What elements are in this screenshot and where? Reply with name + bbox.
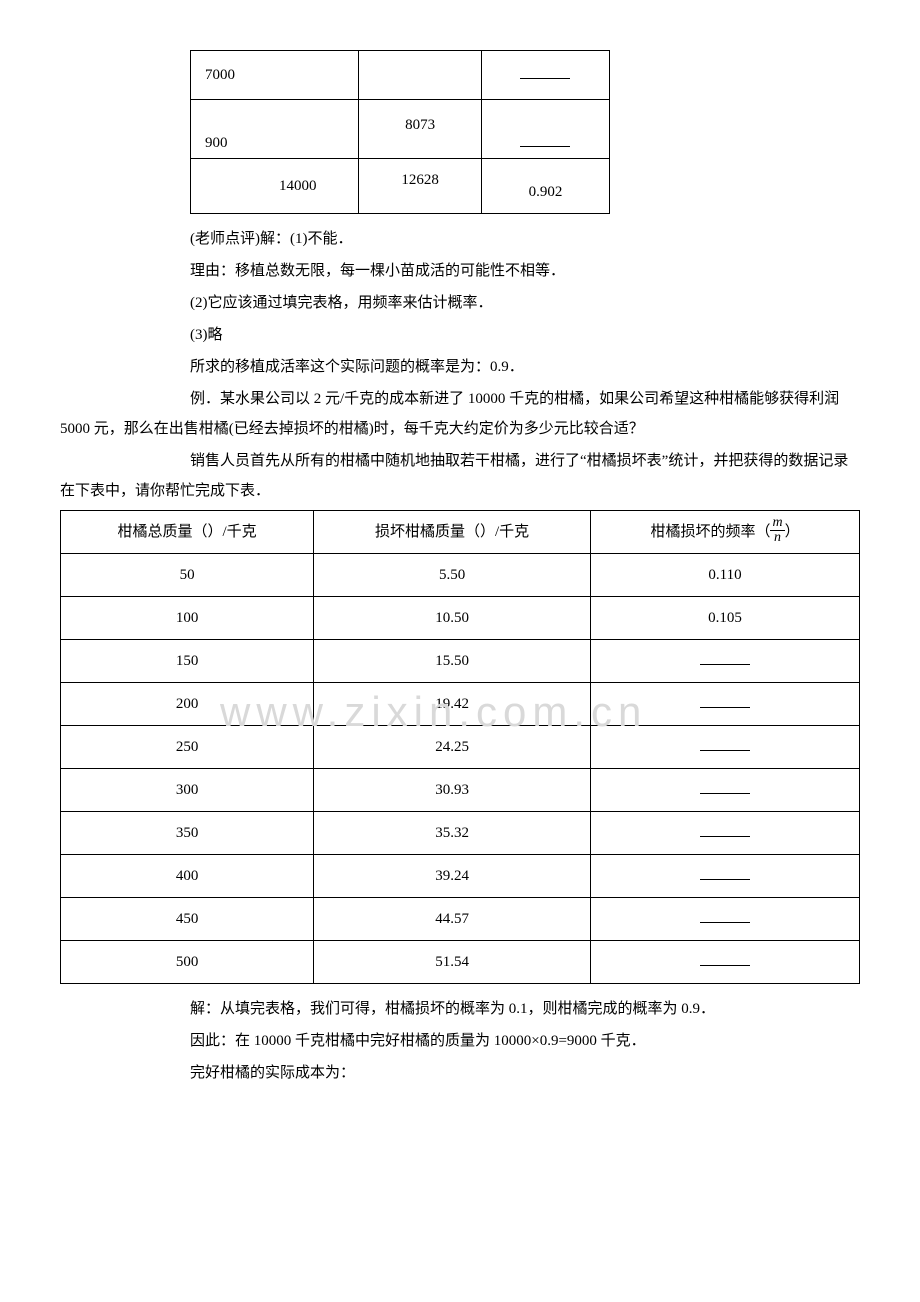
paragraph: 销售人员首先从所有的柑橘中随机地抽取若干柑橘，进行了“柑橘损坏表”统计，并把获得… xyxy=(60,446,860,506)
cell: 12628 xyxy=(359,159,481,214)
cell-damaged: 51.54 xyxy=(314,941,591,984)
cell-mass: 200 xyxy=(61,683,314,726)
cell xyxy=(359,51,481,100)
col-header-damaged: 损坏柑橘质量（）/千克 xyxy=(314,511,591,554)
citrus-damage-table: 柑橘总质量（）/千克 损坏柑橘质量（）/千克 柑橘损坏的频率（mn） 505.5… xyxy=(60,510,860,984)
cell-mass: 350 xyxy=(61,812,314,855)
cell: 14000 xyxy=(191,159,359,214)
top-data-table: 7000 900 8073 14000 12628 0.902 xyxy=(190,50,610,214)
cell-frequency xyxy=(591,726,860,769)
cell-text: 900 xyxy=(205,135,228,151)
cell-mass: 50 xyxy=(61,554,314,597)
table-row: 30030.93 xyxy=(61,769,860,812)
cell-mass: 450 xyxy=(61,898,314,941)
table-row: 40039.24 xyxy=(61,855,860,898)
cell-damaged: 39.24 xyxy=(314,855,591,898)
cell-damaged: 5.50 xyxy=(314,554,591,597)
cell-damaged: 30.93 xyxy=(314,769,591,812)
blank-line xyxy=(520,66,570,79)
fraction-numerator: m xyxy=(770,516,784,531)
paragraph: 例．某水果公司以 2 元/千克的成本新进了 10000 千克的柑橘，如果公司希望… xyxy=(60,384,860,444)
cell-damaged: 15.50 xyxy=(314,640,591,683)
cell-mass: 250 xyxy=(61,726,314,769)
table-row: 14000 12628 0.902 xyxy=(191,159,610,214)
cell-frequency xyxy=(591,855,860,898)
header-text: ） xyxy=(785,524,800,540)
table-row: 7000 xyxy=(191,51,610,100)
paragraph: 理由：移植总数无限，每一棵小苗成活的可能性不相等． xyxy=(60,256,860,286)
cell-mass: 300 xyxy=(61,769,314,812)
cell-mass: 100 xyxy=(61,597,314,640)
paragraph: (3)略 xyxy=(60,320,860,350)
fraction-denominator: n xyxy=(770,531,784,545)
blank-line xyxy=(700,781,750,794)
paragraph: 因此：在 10000 千克柑橘中完好柑橘的质量为 10000×0.9=9000 … xyxy=(60,1026,860,1056)
cell-damaged: 19.42 xyxy=(314,683,591,726)
table-row: 900 8073 xyxy=(191,100,610,159)
cell xyxy=(481,100,609,159)
blank-line xyxy=(700,695,750,708)
text: 销售人员首先从所有的柑橘中随机地抽取若干柑橘，进行了“柑橘损坏表”统计，并把获得… xyxy=(60,453,848,499)
cell-frequency xyxy=(591,769,860,812)
paragraph: 解：从填完表格，我们可得，柑橘损坏的概率为 0.1，则柑橘完成的概率为 0.9． xyxy=(60,994,860,1024)
paragraph: 所求的移植成活率这个实际问题的概率是为：0.9． xyxy=(60,352,860,382)
cell-text: 14000 xyxy=(279,178,317,194)
paragraph: (2)它应该通过填完表格，用频率来估计概率． xyxy=(60,288,860,318)
table-row: 15015.50 xyxy=(61,640,860,683)
cell-frequency xyxy=(591,941,860,984)
cell-mass: 400 xyxy=(61,855,314,898)
cell xyxy=(481,51,609,100)
cell: 900 xyxy=(191,100,359,159)
cell: 7000 xyxy=(191,51,359,100)
cell-damaged: 35.32 xyxy=(314,812,591,855)
text: 例．某水果公司以 2 元/千克的成本新进了 10000 千克的柑橘，如果公司希望… xyxy=(60,391,839,437)
cell-frequency xyxy=(591,898,860,941)
cell-text: 7000 xyxy=(205,67,235,83)
cell: 8073 xyxy=(359,100,481,159)
cell-frequency xyxy=(591,640,860,683)
paragraph: 完好柑橘的实际成本为： xyxy=(60,1058,860,1088)
blank-line xyxy=(700,867,750,880)
table-row: 20019.42 xyxy=(61,683,860,726)
fraction-icon: mn xyxy=(770,516,784,545)
table-row: 10010.500.105 xyxy=(61,597,860,640)
cell-mass: 500 xyxy=(61,941,314,984)
cell-frequency: 0.105 xyxy=(591,597,860,640)
blank-line xyxy=(700,953,750,966)
blank-line xyxy=(700,738,750,751)
cell-damaged: 44.57 xyxy=(314,898,591,941)
table-row: 505.500.110 xyxy=(61,554,860,597)
table-row: 45044.57 xyxy=(61,898,860,941)
table-row: 25024.25 xyxy=(61,726,860,769)
cell: 0.902 xyxy=(481,159,609,214)
table-header-row: 柑橘总质量（）/千克 损坏柑橘质量（）/千克 柑橘损坏的频率（mn） xyxy=(61,511,860,554)
paragraph: (老师点评)解：(1)不能． xyxy=(60,224,860,254)
cell-text: 0.902 xyxy=(529,184,563,200)
table-row: 35035.32 xyxy=(61,812,860,855)
blank-line xyxy=(700,910,750,923)
header-text: 柑橘损坏的频率（ xyxy=(650,524,770,540)
cell-frequency: 0.110 xyxy=(591,554,860,597)
cell-frequency xyxy=(591,683,860,726)
blank-line xyxy=(520,134,570,147)
cell-damaged: 10.50 xyxy=(314,597,591,640)
cell-text: 12628 xyxy=(401,172,439,188)
blank-line xyxy=(700,652,750,665)
col-header-frequency: 柑橘损坏的频率（mn） xyxy=(591,511,860,554)
blank-line xyxy=(700,824,750,837)
cell-mass: 150 xyxy=(61,640,314,683)
cell-text: 8073 xyxy=(405,117,435,133)
cell-damaged: 24.25 xyxy=(314,726,591,769)
cell-frequency xyxy=(591,812,860,855)
col-header-mass: 柑橘总质量（）/千克 xyxy=(61,511,314,554)
table-row: 50051.54 xyxy=(61,941,860,984)
